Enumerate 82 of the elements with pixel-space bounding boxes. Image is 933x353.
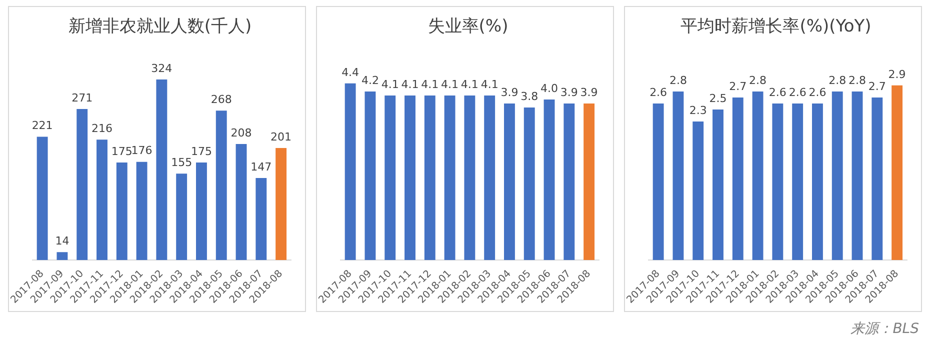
bar: [424, 95, 436, 260]
bar: [652, 103, 664, 260]
chart-title: 新增非农就业人数(千人): [68, 16, 252, 37]
bar: [444, 95, 456, 260]
source-note: 来源：BLS: [850, 321, 919, 337]
data-label: 2.8: [749, 74, 767, 87]
data-label: 2.6: [808, 86, 826, 99]
data-label: 14: [55, 234, 70, 248]
data-label: 3.9: [500, 86, 518, 99]
bar: [832, 91, 843, 260]
bar: [256, 178, 267, 260]
data-label: 4.1: [381, 78, 399, 91]
data-label: 2.8: [848, 74, 866, 87]
data-label: 3.8: [520, 90, 538, 103]
bar: [36, 136, 48, 260]
bar: [544, 99, 555, 260]
bar: [384, 95, 396, 260]
chart-title: 平均时薪增长率(%)(YoY): [680, 16, 872, 37]
bar: [484, 95, 496, 260]
data-label: 216: [92, 122, 112, 135]
data-label: 4.1: [480, 78, 498, 91]
data-label: 4.1: [441, 78, 459, 91]
data-label: 4.1: [401, 78, 419, 91]
data-label: 201: [270, 130, 292, 144]
data-label: 4.4: [342, 66, 360, 79]
bar: [404, 95, 416, 260]
data-label: 271: [72, 91, 93, 104]
data-label: 2.7: [868, 80, 886, 93]
bar: [892, 85, 903, 260]
bar: [812, 103, 823, 260]
bar: [872, 97, 883, 260]
data-label: 2.8: [669, 74, 687, 87]
bar: [672, 91, 684, 260]
bar: [276, 148, 287, 260]
bar: [196, 162, 207, 260]
bar: [344, 83, 356, 260]
bar: [852, 91, 863, 260]
bar: [712, 109, 724, 260]
data-label: 155: [171, 156, 192, 169]
data-label: 221: [32, 119, 53, 132]
data-label: 3.9: [580, 86, 598, 99]
data-label: 2.9: [888, 68, 906, 81]
data-label: 4.1: [421, 78, 439, 91]
chart-title: 失业率(%): [428, 16, 508, 37]
bar: [176, 174, 188, 260]
data-label: 2.8: [828, 74, 846, 87]
data-label: 4.0: [540, 82, 558, 95]
bar: [772, 103, 784, 260]
bar: [524, 107, 535, 260]
bar: [116, 162, 128, 260]
bar: [732, 97, 744, 260]
bar: [504, 103, 515, 260]
bar: [792, 103, 804, 260]
bar: [584, 103, 595, 260]
data-label: 175: [190, 144, 212, 158]
data-label: 208: [230, 126, 252, 140]
data-label: 2.6: [788, 86, 806, 99]
data-label: 4.1: [460, 78, 478, 91]
data-label: 2.6: [650, 86, 668, 99]
bar: [76, 108, 88, 260]
bar: [156, 79, 168, 260]
data-label: 2.5: [709, 92, 727, 105]
bar: [564, 103, 575, 260]
data-label: 147: [250, 160, 272, 174]
data-label: 3.9: [560, 86, 578, 99]
data-label: 176: [131, 144, 152, 158]
bar: [136, 162, 148, 260]
bar: [752, 91, 764, 260]
bar: [364, 91, 376, 260]
data-label: 2.7: [729, 80, 747, 93]
data-label: 324: [151, 62, 172, 75]
bar: [464, 95, 476, 260]
bar: [96, 140, 108, 260]
data-label: 2.6: [768, 86, 786, 99]
data-label: 2.3: [689, 104, 707, 117]
bar: [56, 252, 68, 260]
data-label: 175: [111, 144, 132, 158]
bar: [236, 144, 247, 260]
bar: [216, 110, 227, 260]
data-label: 4.2: [361, 74, 379, 87]
bar: [692, 122, 704, 260]
data-label: 268: [210, 92, 232, 106]
